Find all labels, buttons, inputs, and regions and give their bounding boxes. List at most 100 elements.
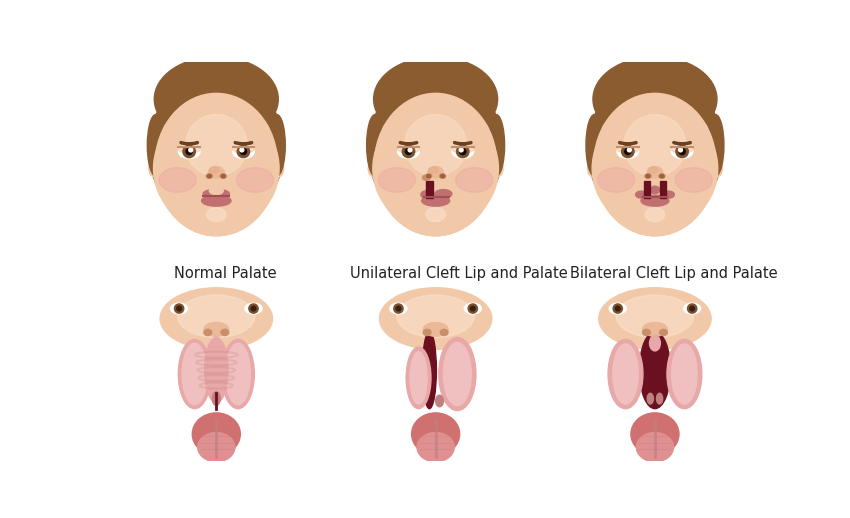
Ellipse shape xyxy=(220,174,226,178)
Ellipse shape xyxy=(366,114,383,176)
Ellipse shape xyxy=(149,74,284,224)
Ellipse shape xyxy=(648,167,657,173)
Ellipse shape xyxy=(406,347,431,409)
Circle shape xyxy=(396,306,400,311)
Ellipse shape xyxy=(397,295,474,337)
Ellipse shape xyxy=(643,322,667,336)
Ellipse shape xyxy=(427,175,431,178)
Text: Normal Palate: Normal Palate xyxy=(173,266,276,281)
Ellipse shape xyxy=(707,114,724,176)
Circle shape xyxy=(468,304,478,313)
Circle shape xyxy=(405,148,411,154)
Ellipse shape xyxy=(201,195,231,206)
Ellipse shape xyxy=(374,93,497,236)
Bar xyxy=(660,181,666,198)
Circle shape xyxy=(690,306,694,311)
Ellipse shape xyxy=(608,339,643,409)
Ellipse shape xyxy=(149,160,160,177)
Ellipse shape xyxy=(368,160,379,177)
Ellipse shape xyxy=(435,395,444,407)
Ellipse shape xyxy=(639,332,671,409)
Ellipse shape xyxy=(178,295,255,337)
Ellipse shape xyxy=(440,175,445,178)
Ellipse shape xyxy=(192,413,241,455)
Ellipse shape xyxy=(398,146,419,153)
Ellipse shape xyxy=(452,146,473,153)
Ellipse shape xyxy=(452,145,473,159)
Circle shape xyxy=(627,148,632,152)
Ellipse shape xyxy=(645,174,651,178)
Ellipse shape xyxy=(198,433,235,462)
Ellipse shape xyxy=(233,146,254,153)
Bar xyxy=(644,181,650,198)
Ellipse shape xyxy=(203,189,230,198)
Ellipse shape xyxy=(593,57,717,141)
Ellipse shape xyxy=(405,114,467,176)
Ellipse shape xyxy=(592,107,717,230)
Circle shape xyxy=(240,148,244,152)
Ellipse shape xyxy=(178,339,211,409)
Ellipse shape xyxy=(428,167,438,173)
Ellipse shape xyxy=(426,208,445,222)
Ellipse shape xyxy=(444,342,471,406)
Circle shape xyxy=(678,148,683,152)
Ellipse shape xyxy=(617,145,638,159)
Ellipse shape xyxy=(672,344,697,404)
Ellipse shape xyxy=(379,288,492,349)
Ellipse shape xyxy=(378,168,416,192)
Ellipse shape xyxy=(672,146,693,153)
Ellipse shape xyxy=(221,329,229,336)
Ellipse shape xyxy=(397,103,474,203)
Ellipse shape xyxy=(209,187,224,195)
Circle shape xyxy=(186,148,192,154)
Ellipse shape xyxy=(488,114,505,176)
Circle shape xyxy=(249,304,258,313)
Bar xyxy=(427,181,434,198)
Ellipse shape xyxy=(373,107,498,230)
Ellipse shape xyxy=(205,337,228,403)
Ellipse shape xyxy=(647,166,663,178)
Ellipse shape xyxy=(212,392,220,406)
Ellipse shape xyxy=(586,114,603,176)
Ellipse shape xyxy=(456,168,493,192)
Ellipse shape xyxy=(598,288,711,349)
Ellipse shape xyxy=(664,191,674,198)
Circle shape xyxy=(615,306,620,311)
Ellipse shape xyxy=(593,93,717,236)
Ellipse shape xyxy=(209,167,218,173)
Ellipse shape xyxy=(645,208,665,222)
Ellipse shape xyxy=(492,160,503,177)
Ellipse shape xyxy=(421,191,432,198)
Ellipse shape xyxy=(155,93,277,236)
Ellipse shape xyxy=(616,295,694,337)
Ellipse shape xyxy=(171,303,188,314)
Circle shape xyxy=(679,148,685,154)
Ellipse shape xyxy=(587,160,598,177)
Ellipse shape xyxy=(178,146,200,153)
Ellipse shape xyxy=(440,329,448,336)
Ellipse shape xyxy=(643,329,650,336)
Ellipse shape xyxy=(660,175,664,178)
Ellipse shape xyxy=(637,433,673,462)
Ellipse shape xyxy=(641,195,669,206)
Ellipse shape xyxy=(147,114,164,176)
Ellipse shape xyxy=(154,107,279,230)
Circle shape xyxy=(408,148,412,152)
Ellipse shape xyxy=(417,433,454,462)
Circle shape xyxy=(460,148,466,154)
Ellipse shape xyxy=(423,322,448,336)
Ellipse shape xyxy=(672,145,693,159)
Circle shape xyxy=(456,146,469,157)
Ellipse shape xyxy=(631,413,679,455)
Circle shape xyxy=(688,304,697,313)
Ellipse shape xyxy=(439,174,445,178)
Text: Unilateral Cleft Lip and Palate: Unilateral Cleft Lip and Palate xyxy=(350,266,568,281)
Ellipse shape xyxy=(428,166,444,178)
Ellipse shape xyxy=(423,329,431,336)
Circle shape xyxy=(621,146,634,157)
Ellipse shape xyxy=(422,175,430,180)
Ellipse shape xyxy=(182,343,207,405)
Ellipse shape xyxy=(207,174,212,178)
Ellipse shape xyxy=(646,175,650,178)
Ellipse shape xyxy=(390,303,407,314)
